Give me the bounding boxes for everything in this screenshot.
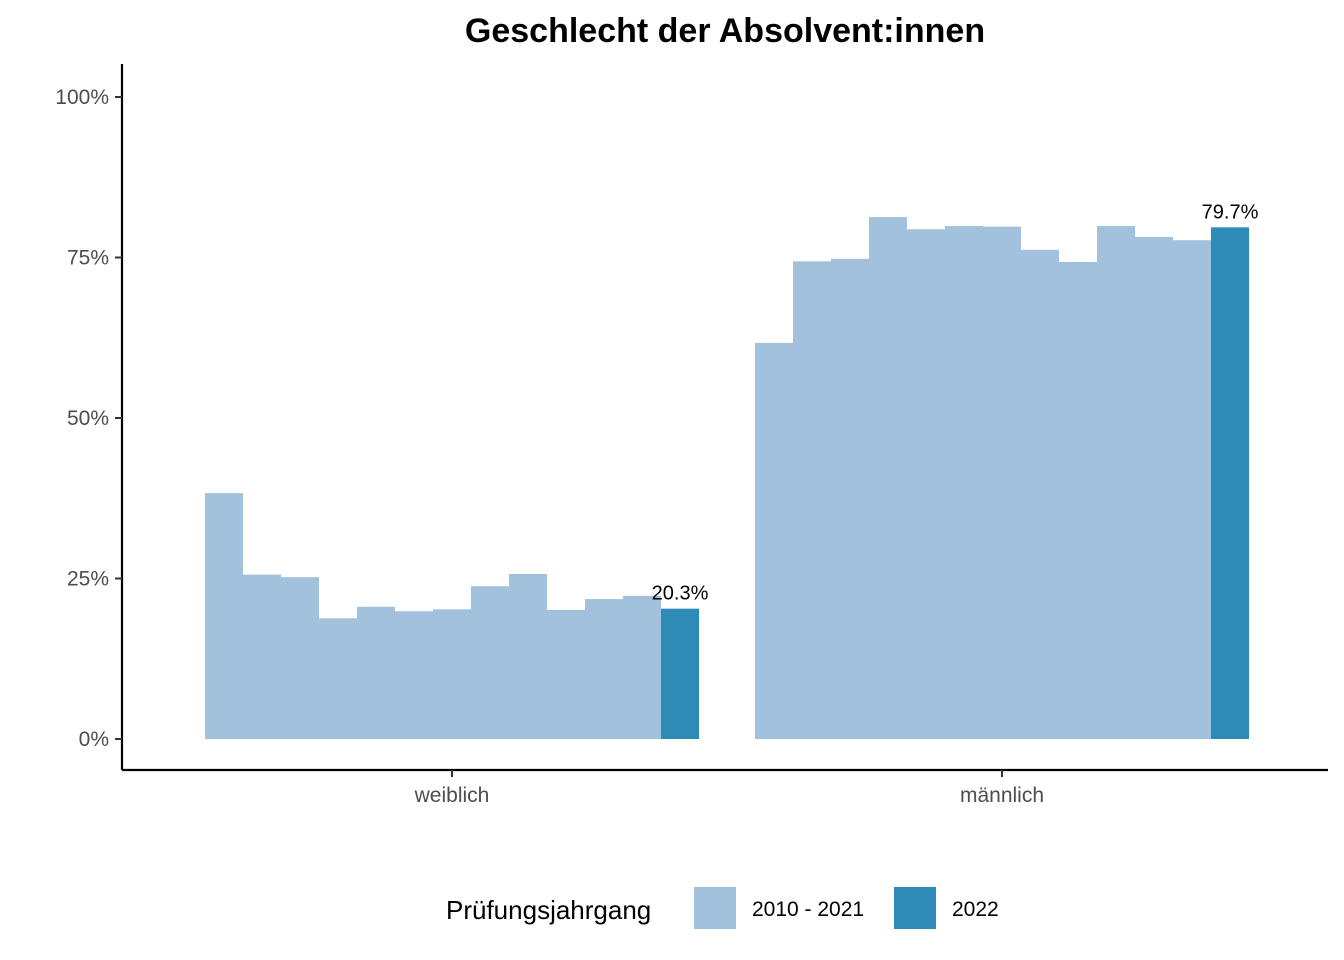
bar-männlich-2022 [1211,227,1249,740]
bar-männlich-historic [907,229,945,739]
y-tick-label: 75% [67,247,109,270]
bar-männlich-historic [1059,261,1097,739]
bar-weiblich-historic [623,595,661,739]
x-tick-label: männlich [960,784,1044,807]
data-labels: 20.3% 79.7% [652,201,1259,604]
data-label-weiblich: 20.3% [652,583,709,605]
bar-weiblich-historic [471,586,509,739]
bar-weiblich-historic [357,606,395,739]
bar-weiblich-historic [281,577,319,739]
bar-weiblich-historic [243,574,281,739]
bar-weiblich-historic [319,618,357,739]
bars [205,217,1249,740]
y-tick-label: 25% [67,568,109,591]
bar-männlich-historic [945,226,983,740]
data-label-männlich: 79.7% [1202,201,1259,223]
y-tick-label: 100% [55,86,109,109]
bar-weiblich-historic [205,493,243,739]
bar-männlich-historic [869,217,907,739]
bar-männlich-historic [1021,249,1059,739]
y-axis: 0% 25% 50% 75% 100% [55,64,124,770]
legend-key [694,887,736,929]
legend: Prüfungsjahrgang 2010 - 2021 2022 [446,887,999,929]
bar-weiblich-historic [509,574,547,739]
bar-männlich-historic [983,226,1021,739]
chart-title: Geschlecht der Absolvent:innen [465,12,985,50]
bar-männlich-historic [1135,236,1173,739]
bar-männlich-historic [831,258,869,739]
legend-label: 2010 - 2021 [752,898,864,921]
legend-title: Prüfungsjahrgang [446,895,651,925]
bar-männlich-historic [1173,240,1211,739]
legend-label: 2022 [952,898,999,921]
legend-key [894,887,936,929]
x-tick-label: weiblich [414,784,490,807]
x-axis: weiblich männlich [122,768,1328,807]
y-tick-label: 0% [79,728,109,751]
y-tick-label: 50% [67,407,109,430]
bar-weiblich-2022 [661,608,699,739]
bar-weiblich-historic [395,611,433,739]
bar-weiblich-historic [433,609,471,739]
bar-männlich-historic [755,342,793,739]
bar-männlich-historic [793,261,831,739]
bar-weiblich-historic [547,609,585,739]
bar-weiblich-historic [585,599,623,739]
bar-männlich-historic [1097,226,1135,740]
